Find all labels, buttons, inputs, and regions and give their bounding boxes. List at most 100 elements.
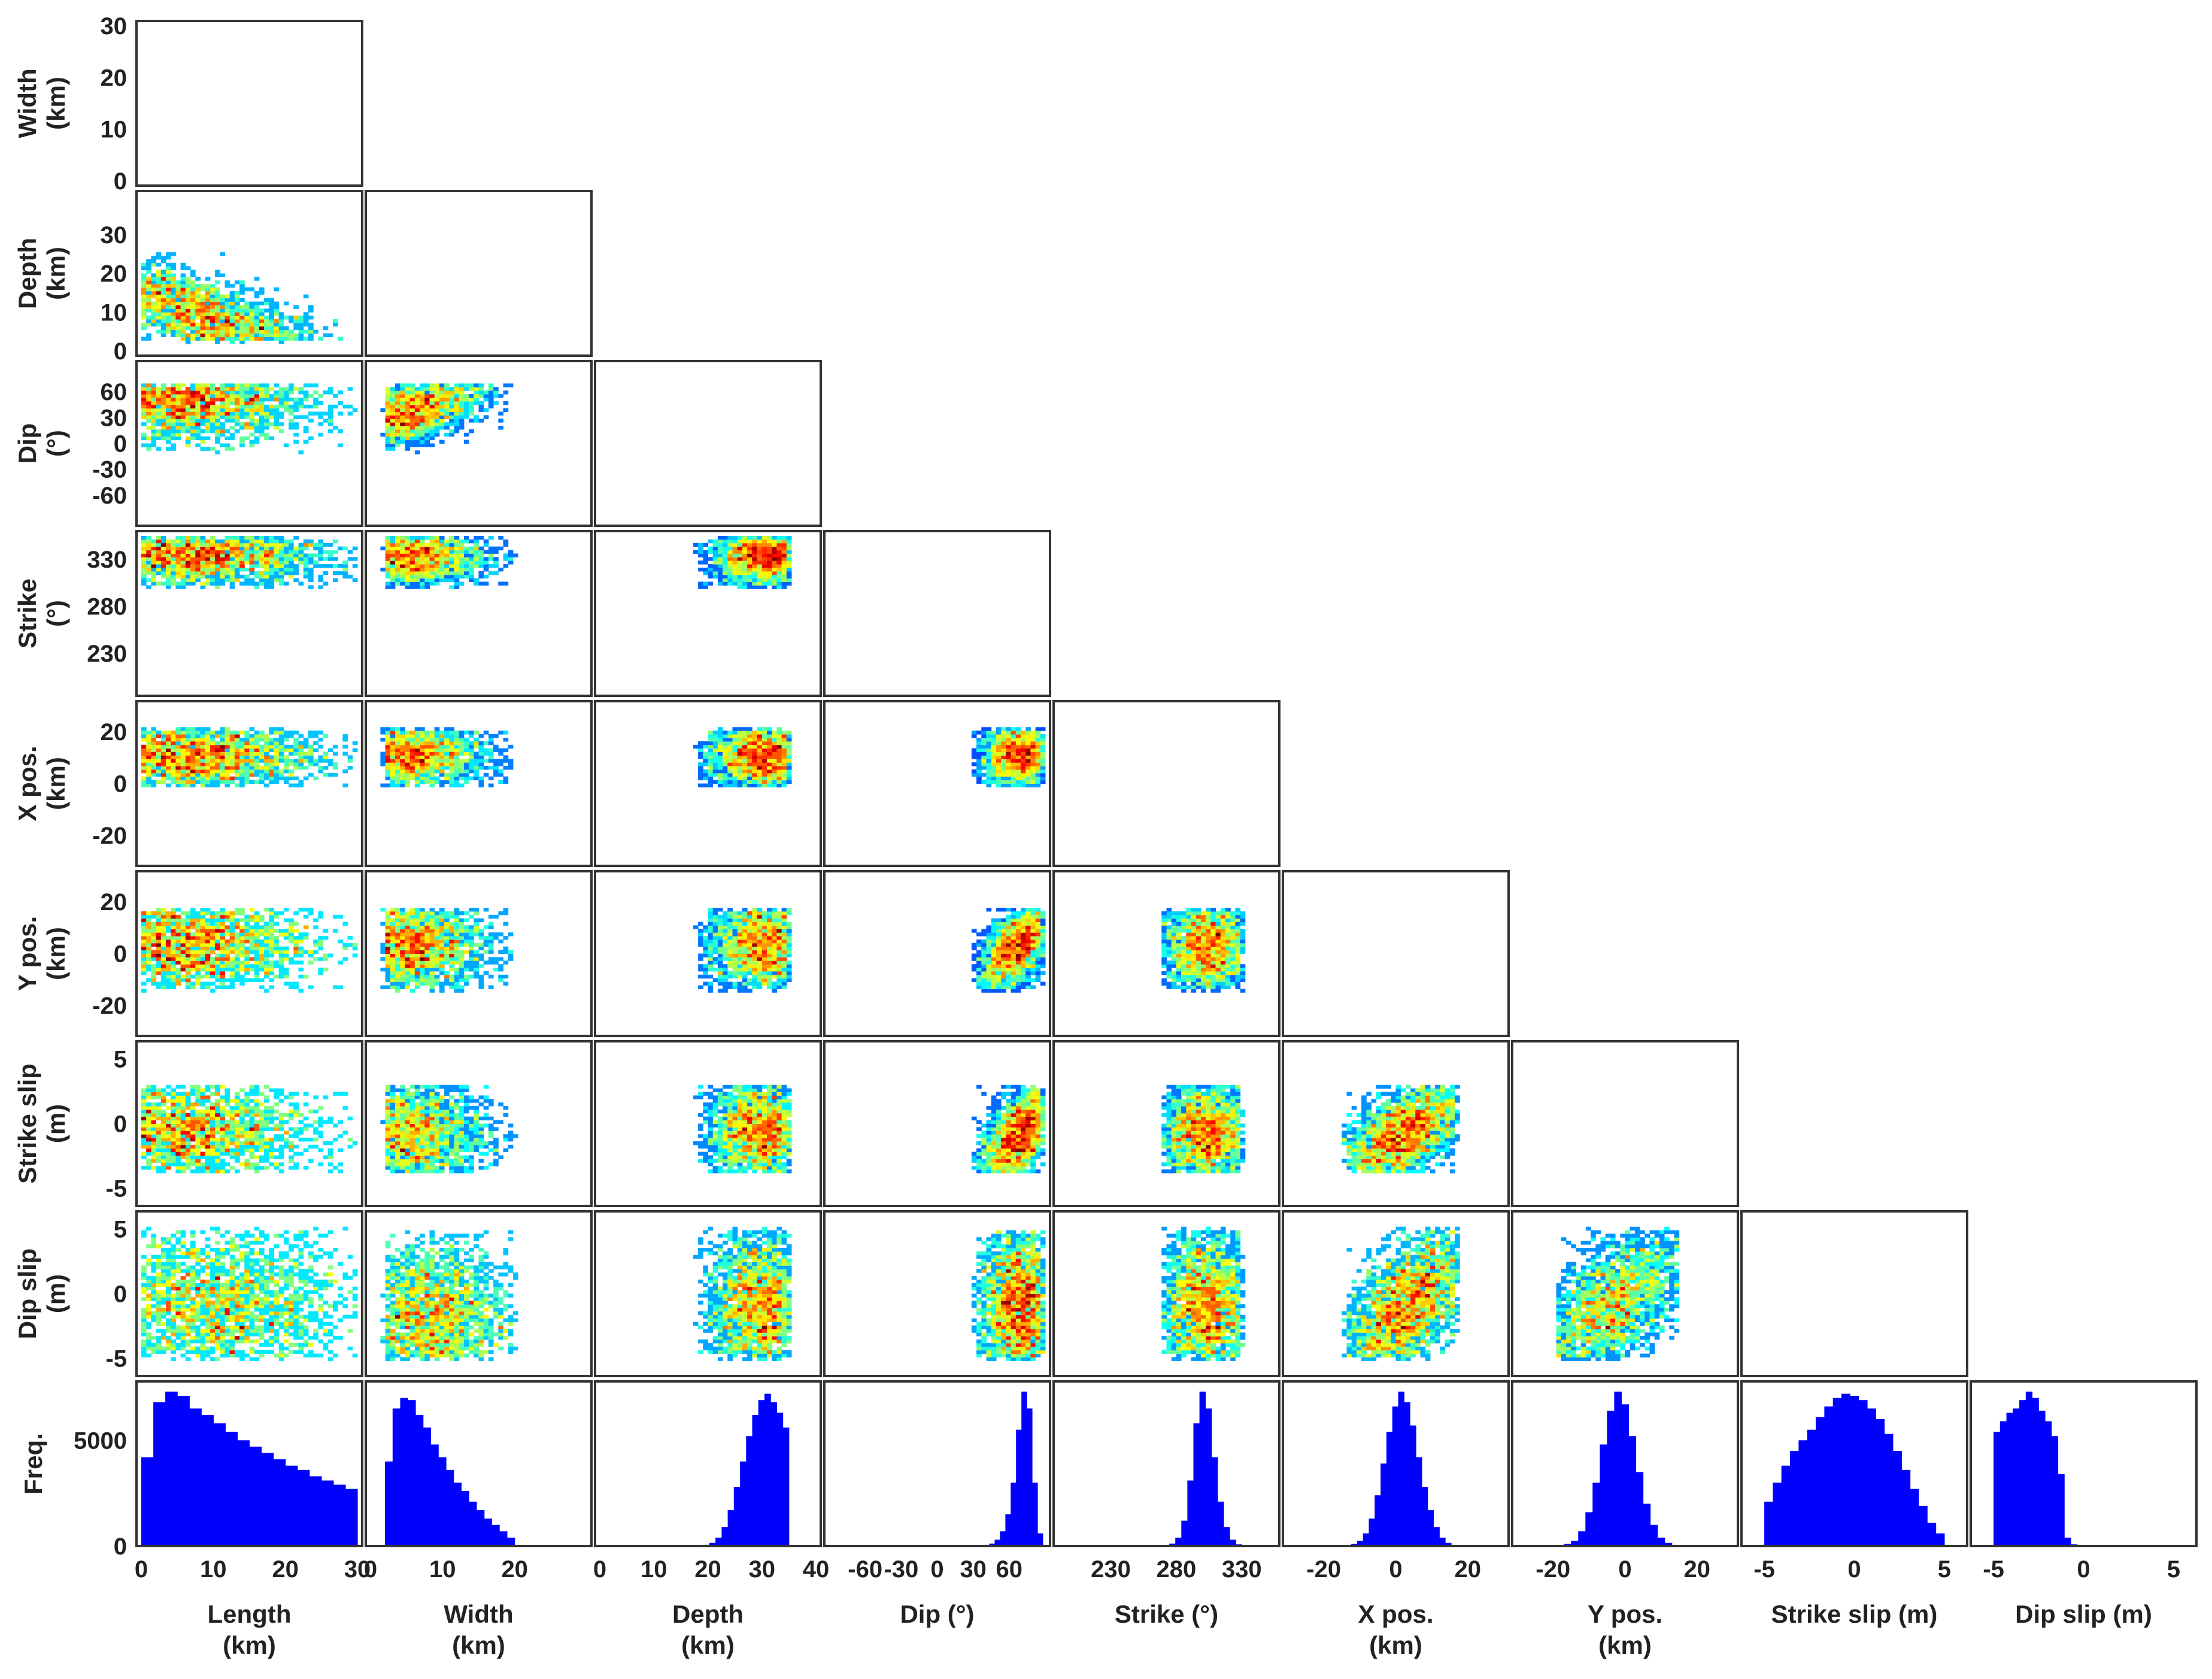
- density-cell: [166, 553, 171, 557]
- density-cell: [166, 277, 171, 281]
- density-cell: [488, 383, 494, 387]
- density-cell: [493, 762, 499, 766]
- density-cell: [229, 543, 235, 547]
- density-cell: [405, 401, 411, 405]
- density-cell: [160, 978, 166, 983]
- density-cell: [244, 922, 250, 926]
- density-cell: [224, 408, 230, 412]
- density-cell: [185, 290, 191, 295]
- density-cell: [390, 581, 396, 586]
- density-cell: [171, 308, 176, 313]
- density-cell: [220, 571, 225, 575]
- density-cell: [274, 744, 280, 749]
- density-cell: [269, 932, 274, 937]
- density-cell: [420, 543, 425, 547]
- density-cell: [156, 762, 162, 766]
- density-cell: [190, 436, 196, 441]
- density-cell: [327, 415, 333, 419]
- density-cell: [727, 553, 733, 557]
- density-cell: [757, 772, 763, 777]
- density-cell: [146, 557, 151, 561]
- density-cell: [493, 748, 499, 752]
- density-cell: [429, 383, 435, 387]
- density-cell: [469, 957, 474, 961]
- density-cell: [244, 950, 250, 954]
- density-cell: [160, 942, 166, 947]
- density-cell: [278, 772, 284, 777]
- density-cell: [508, 950, 514, 954]
- density-cell: [171, 287, 176, 292]
- density-cell: [409, 422, 415, 426]
- density-cell: [210, 429, 216, 434]
- density-cell: [175, 284, 181, 288]
- density-cell: [224, 751, 230, 756]
- density-cell: [229, 964, 235, 968]
- density-cell: [488, 985, 494, 989]
- density-cell: [737, 738, 743, 742]
- density-cell: [434, 755, 440, 759]
- density-cell: [449, 394, 454, 398]
- density-cell: [166, 269, 171, 274]
- density-cell: [175, 574, 181, 579]
- density-cell: [454, 783, 460, 787]
- density-cell: [283, 560, 289, 565]
- density-cell: [323, 772, 329, 777]
- density-cell: [278, 738, 284, 742]
- density-cell: [781, 731, 787, 735]
- density-cell: [385, 401, 391, 405]
- density-cell: [469, 925, 474, 929]
- density-cell: [171, 284, 176, 288]
- density-cell: [390, 553, 396, 557]
- density-cell: [385, 759, 391, 763]
- density-cell: [488, 564, 494, 568]
- density-cell: [190, 908, 196, 912]
- density-cell: [444, 560, 450, 565]
- density-cell: [395, 419, 400, 423]
- density-cell: [463, 568, 469, 572]
- density-cell: [395, 543, 400, 547]
- density-cell: [454, 741, 460, 745]
- density-cell: [390, 751, 396, 756]
- density-cell: [274, 564, 280, 568]
- density-cell: [171, 968, 176, 972]
- density-cell: [156, 252, 162, 256]
- density-cell: [215, 398, 220, 402]
- density-cell: [175, 394, 181, 398]
- density-cell: [444, 411, 450, 416]
- density-cell: [772, 731, 777, 735]
- density-cell: [327, 762, 333, 766]
- density-cell: [444, 571, 450, 575]
- density-cell: [224, 322, 230, 327]
- density-cell: [385, 932, 391, 937]
- density-cell: [444, 957, 450, 961]
- density-cell: [151, 762, 157, 766]
- density-cell: [318, 731, 324, 735]
- density-cell: [289, 539, 294, 544]
- density-cell: [483, 772, 489, 777]
- density-cell: [160, 574, 166, 579]
- density-cell: [463, 974, 469, 979]
- density-cell: [215, 939, 220, 944]
- density-cell: [469, 974, 474, 979]
- density-cell: [429, 426, 435, 430]
- density-cell: [244, 734, 250, 738]
- density-cell: [786, 574, 792, 579]
- density-cell: [224, 564, 230, 568]
- density-cell: [264, 939, 269, 944]
- density-cell: [259, 546, 265, 551]
- density-cell: [395, 578, 400, 582]
- density-cell: [424, 543, 430, 547]
- density-cell: [210, 426, 216, 430]
- density-cell: [752, 766, 757, 770]
- density-cell: [195, 769, 201, 774]
- density-cell: [269, 953, 274, 957]
- density-cell: [175, 585, 181, 589]
- density-cell: [483, 741, 489, 745]
- density-cell: [156, 419, 162, 423]
- density-cell: [200, 734, 206, 738]
- density-cell: [385, 766, 391, 770]
- density-cell: [414, 543, 420, 547]
- density-cell: [313, 734, 318, 738]
- density-cell: [414, 422, 420, 426]
- density-cell: [767, 581, 772, 586]
